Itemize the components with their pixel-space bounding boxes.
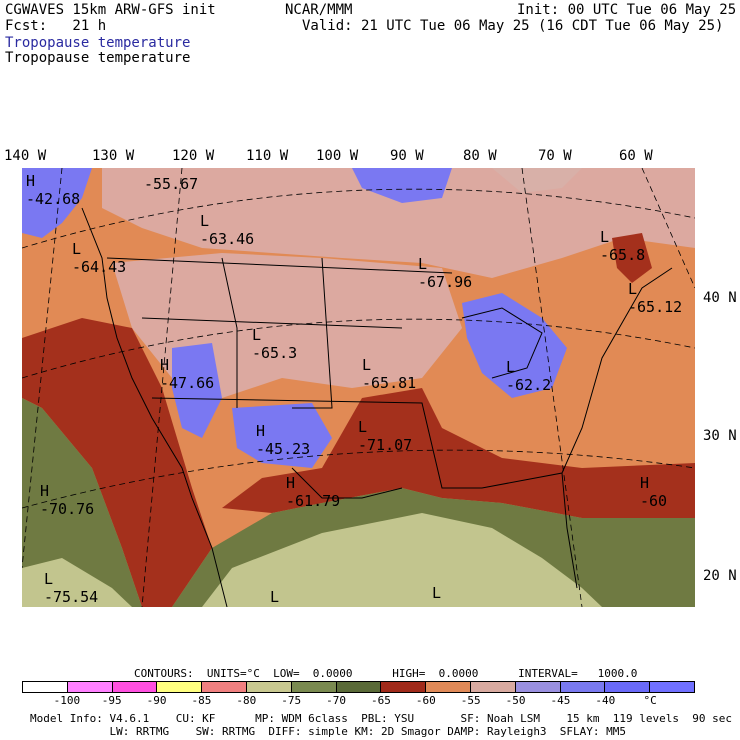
colorbar-tick-label: -100 [53, 694, 81, 707]
lat-label: 30 N [703, 428, 737, 444]
lon-label: 110 W [246, 148, 289, 164]
extremum-label: L -62.2 [506, 358, 552, 394]
forecast-hour: Fcst: 21 h [5, 18, 107, 34]
lon-label: 130 W [92, 148, 135, 164]
valid-time: Valid: 21 UTC Tue 06 May 25 (16 CDT Tue … [302, 18, 724, 34]
colorbar-swatch [381, 682, 427, 692]
colorbar-tick-label: -65 [370, 694, 391, 707]
colorbar-swatch [336, 682, 382, 692]
extremum-label: L -71.07 [358, 418, 413, 454]
model-title: CGWAVES 15km ARW-GFS init [5, 2, 216, 18]
lon-label: 120 W [172, 148, 215, 164]
colorbar-swatch [515, 682, 561, 692]
colorbar-tick-label: -70 [326, 694, 346, 707]
lat-label: 20 N [703, 568, 737, 584]
init-time: Init: 00 UTC Tue 06 May 25 [517, 2, 737, 18]
extremum-label: L -75.54 [44, 570, 99, 606]
colorbar-swatch [560, 682, 606, 692]
lon-label: 100 W [316, 148, 359, 164]
colorbar-tick-label: -55 [460, 694, 481, 707]
contours-info: CONTOURS: UNITS=°C LOW= 0.0000 HIGH= 0.0… [134, 667, 638, 680]
lat-label: 40 N [703, 290, 737, 306]
model-info-line1: Model Info: V4.6.1 CU: KF MP: WDM 6class… [30, 712, 732, 725]
colorbar-swatch [202, 682, 247, 692]
extremum-label: L -65.12 [628, 280, 683, 316]
colorbar-tick-label: -50 [505, 694, 526, 707]
colorbar-tick-label: -95 [101, 694, 122, 707]
model-info-line2: LW: RRTMG SW: RRTMG DIFF: simple KM: 2D … [30, 725, 627, 738]
colorbar-tick-label: -80 [236, 694, 257, 707]
lon-label: 90 W [390, 148, 424, 164]
colorbar-tick-label: -85 [191, 694, 212, 707]
colorbar [22, 681, 695, 693]
extremum-label: L -65.3 [252, 326, 298, 362]
field-name-colored: Tropopause temperature [5, 35, 191, 51]
lon-label: 140 W [4, 148, 47, 164]
colorbar-tick-label: -60 [415, 694, 436, 707]
colorbar-swatch [426, 682, 471, 692]
lon-label: 80 W [463, 148, 497, 164]
colorbar-swatch [67, 682, 113, 692]
colorbar-swatch [605, 682, 651, 692]
field-name-black: Tropopause temperature [5, 50, 191, 66]
colorbar-tick-label: °C [643, 694, 657, 707]
extremum-label: H -70.76 [40, 482, 95, 518]
colorbar-swatch [650, 682, 694, 692]
extremum-label: L -65.81 [362, 356, 417, 392]
extremum-label: H -42.68 [26, 172, 81, 208]
colorbar-tick-label: -40 [595, 694, 616, 707]
extremum-label: L [270, 588, 280, 606]
extremum-label: L -65.8 [600, 228, 646, 264]
extremum-label: H -45.23 [256, 422, 311, 458]
colorbar-tick-label: -45 [550, 694, 571, 707]
colorbar-swatch [23, 682, 68, 692]
colorbar-swatch [157, 682, 203, 692]
extremum-label: L [432, 584, 442, 602]
colorbar-tick-label: -90 [146, 694, 167, 707]
extremum-label: H -47.66 [160, 356, 215, 392]
contour-value: -55.67 [144, 175, 199, 193]
extremum-label: H -61.79 [286, 474, 341, 510]
colorbar-swatch [246, 682, 292, 692]
lon-label: 70 W [538, 148, 572, 164]
colorbar-swatch [291, 682, 337, 692]
extremum-label: L -63.46 [200, 212, 255, 248]
extremum-label: L -67.96 [418, 255, 473, 291]
extremum-label: L -64.43 [72, 240, 127, 276]
tropopause-temperature-map [22, 168, 695, 607]
colorbar-swatch [112, 682, 158, 692]
colorbar-tick-label: -75 [281, 694, 302, 707]
source-label: NCAR/MMM [285, 2, 353, 18]
extremum-label: H -60 [640, 474, 668, 510]
lon-label: 60 W [619, 148, 653, 164]
colorbar-swatch [470, 682, 516, 692]
